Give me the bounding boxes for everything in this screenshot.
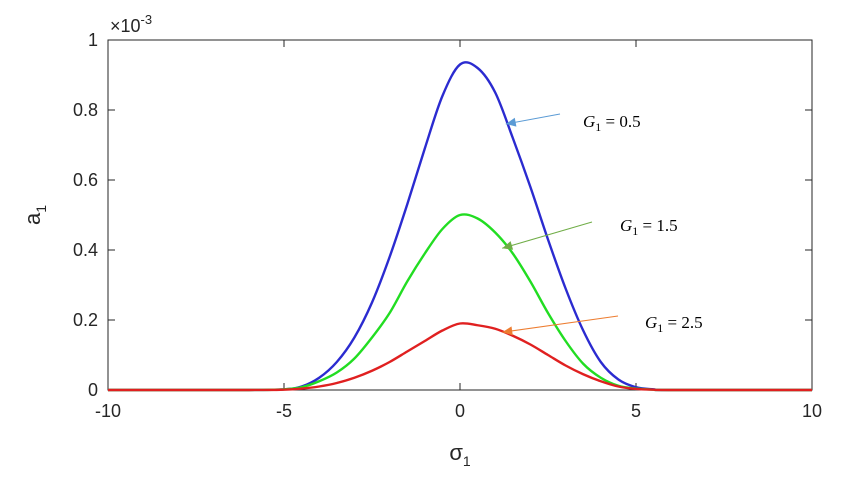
annotations: G1 = 0.5G1 = 1.5G1 = 2.5 — [502, 112, 703, 336]
annotation-arrowhead-2 — [502, 241, 514, 250]
annotation-value: = 2.5 — [663, 313, 702, 332]
x-tick-label: -5 — [276, 401, 292, 421]
y-tick-label: 0.6 — [73, 170, 98, 190]
annotation-subscript: 1 — [632, 224, 638, 238]
y-axis-title-subscript: 1 — [33, 205, 49, 213]
annotation-var: G — [645, 313, 657, 332]
x-tick-label: -10 — [95, 401, 121, 421]
x-axis: -10 -5 0 5 10 — [95, 40, 822, 421]
annotation-arrow-2 — [502, 221, 593, 249]
y-axis-title-main: a — [20, 212, 45, 225]
x-axis-title-subscript: 1 — [463, 453, 471, 469]
y-tick-label: 0.8 — [73, 100, 98, 120]
x-tick-label: 10 — [802, 401, 822, 421]
y-tick-label: 1 — [88, 30, 98, 50]
annotation-var: G — [620, 216, 632, 235]
annotation-label-3: G1 = 2.5 — [645, 313, 703, 335]
annotation-subscript: 1 — [657, 321, 663, 335]
y-axis: 0 0.2 0.4 0.6 0.8 1 — [73, 30, 812, 400]
series-layer — [108, 61, 812, 392]
y-axis-multiplier-base: ×10 — [110, 16, 141, 36]
x-tick-label: 0 — [455, 401, 465, 421]
annotation-arrowhead-3 — [502, 326, 513, 336]
annotation-arrow-3 — [502, 315, 619, 333]
annotation-label-2: G1 = 1.5 — [620, 216, 678, 238]
series-line-1 — [108, 61, 812, 392]
x-tick-label: 5 — [631, 401, 641, 421]
annotation-value: = 0.5 — [601, 112, 640, 131]
annotation-var: G — [583, 112, 595, 131]
y-axis-title: a1 — [20, 205, 49, 225]
annotation-label-1: G1 = 0.5 — [583, 112, 641, 134]
annotation-arrowhead-1 — [505, 117, 517, 127]
annotation-subscript: 1 — [595, 120, 601, 134]
x-axis-title-main: σ — [449, 440, 463, 465]
y-tick-label: 0 — [88, 380, 98, 400]
annotation-value: = 1.5 — [638, 216, 677, 235]
y-tick-label: 0.4 — [73, 240, 98, 260]
y-axis-multiplier-exponent: -3 — [141, 12, 153, 27]
y-axis-multiplier: ×10-3 — [110, 12, 152, 36]
series-line-3 — [108, 322, 812, 392]
y-tick-label: 0.2 — [73, 310, 98, 330]
x-axis-title: σ1 — [449, 440, 471, 469]
